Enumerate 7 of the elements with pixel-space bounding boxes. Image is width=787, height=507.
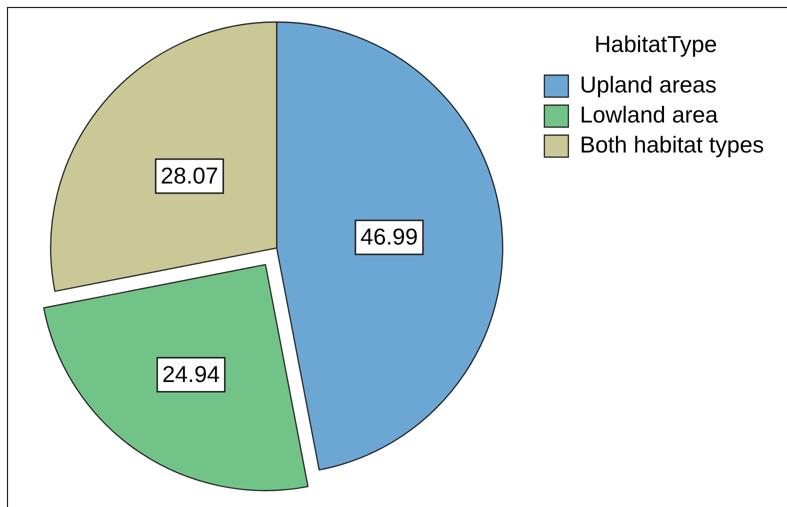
data-label: 24.94 bbox=[162, 361, 220, 388]
legend-label: Upland areas bbox=[580, 71, 717, 98]
legend-label: Both habitat types bbox=[580, 131, 764, 158]
data-label: 28.07 bbox=[160, 162, 218, 189]
data-label: 46.99 bbox=[360, 224, 418, 250]
legend-label: Lowland area bbox=[580, 101, 718, 128]
legend-title: HabitatType bbox=[594, 30, 718, 57]
